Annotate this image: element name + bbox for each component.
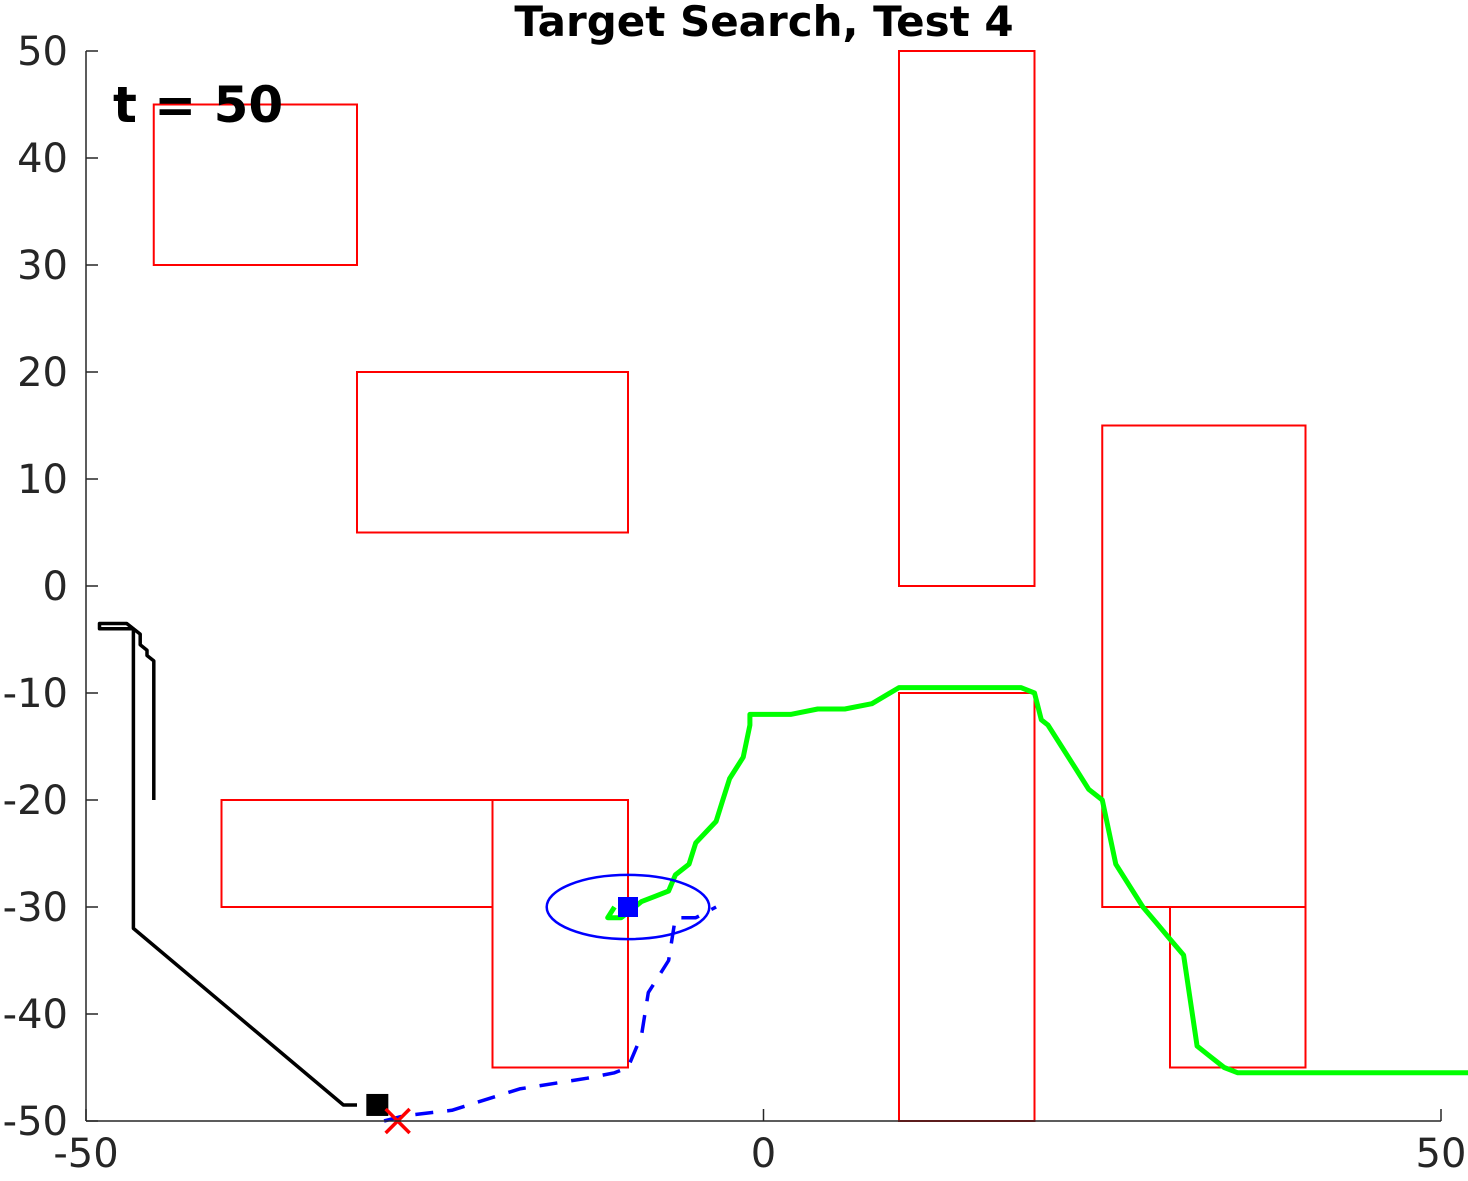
obstacle-1 [152, 103, 358, 266]
obstacle-3 [898, 50, 1036, 587]
y-tick-label: -20 [3, 778, 68, 824]
y-tick-label: 40 [17, 136, 68, 182]
green-path [605, 685, 1468, 1076]
blue-dashed-path [383, 905, 717, 1123]
obstacles [152, 50, 1307, 1122]
markers [366, 873, 711, 1135]
black-agent-marker [366, 1093, 389, 1116]
obstacle-6 [491, 799, 629, 1069]
y-tick-label: 20 [17, 350, 68, 396]
obstacle-5 [220, 799, 494, 908]
obstacle-7 [898, 692, 1036, 1122]
x-tick-label: 0 [751, 1131, 776, 1177]
y-tick-label: -10 [3, 671, 68, 717]
x-tick-label: 50 [1416, 1131, 1467, 1177]
y-tick-label: -50 [3, 1099, 68, 1145]
y-tick-label: 0 [43, 564, 68, 610]
y-tick-label: -30 [3, 885, 68, 931]
obstacle-8 [1169, 906, 1307, 1069]
y-tick-label: 50 [17, 29, 68, 75]
blue-sensor-circle [545, 873, 711, 941]
time-annotation: t = 50 [113, 76, 283, 134]
obstacle-4 [1101, 424, 1307, 908]
chart-title: Target Search, Test 4 [514, 0, 1013, 46]
paths [97, 621, 1468, 1123]
y-tick-label: -40 [3, 992, 68, 1038]
axes: -50 0 50 -50 -40 -30 -20 -10 0 10 20 30 40 50 [3, 29, 1467, 1177]
y-tick-label: 30 [17, 243, 68, 289]
obstacle-2 [356, 371, 629, 534]
black-path [97, 621, 357, 1107]
blue-agent-marker [618, 897, 638, 917]
y-tick-label: 10 [17, 457, 68, 503]
x-tick-label: -50 [53, 1131, 118, 1177]
